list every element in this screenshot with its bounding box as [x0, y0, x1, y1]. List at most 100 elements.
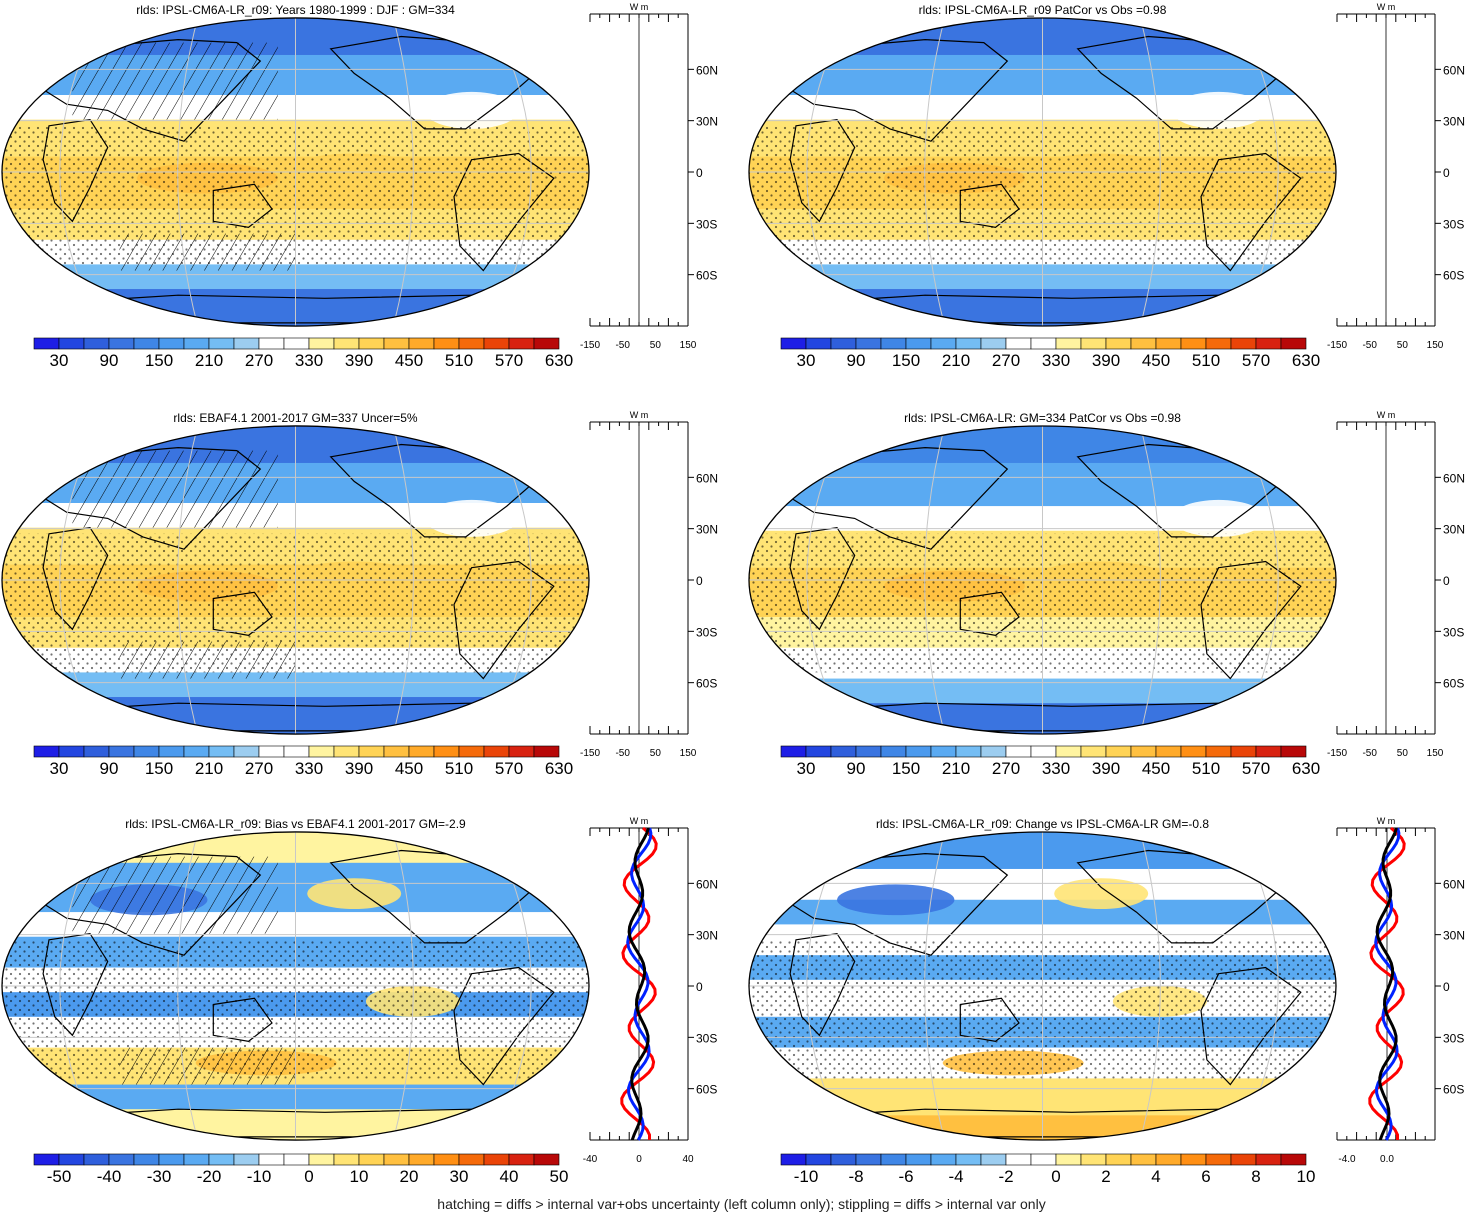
profile-lat-label: 30N — [1443, 929, 1465, 943]
graticule-lon — [177, 831, 199, 1141]
colorbar-label: -10 — [247, 1167, 272, 1186]
colorbar-swatch — [183, 1153, 210, 1166]
colorbar-swatch — [58, 1153, 85, 1166]
profile-lat-label: 30S — [696, 1031, 717, 1045]
footer-note: hatching = diffs > internal var+obs unce… — [437, 1196, 1046, 1212]
zonal-profile: W m -150 -50 50 150 60N 30N 0 30S 60S — [1327, 2, 1465, 351]
zonal-profile: W m -150 -50 50 150 60N 30N 0 30S 60S — [580, 2, 718, 351]
colorbar-swatch — [233, 337, 260, 350]
colorbar-swatch — [83, 1153, 110, 1166]
colorbar-swatch — [955, 1153, 982, 1166]
colorbar-swatch — [880, 337, 907, 350]
colorbar-swatch — [1280, 745, 1307, 758]
map-field — [749, 426, 1336, 734]
colorbar-label: 510 — [445, 759, 473, 778]
profile-lat-label: 30S — [696, 625, 717, 639]
map-outline — [1, 831, 590, 1141]
colorbar-label: 330 — [295, 351, 323, 370]
profile-lat-label: 60N — [696, 877, 718, 891]
colorbar-swatch — [1280, 1153, 1307, 1166]
map-outline — [1, 425, 590, 735]
graticule-lon — [392, 17, 414, 327]
profile-unit: W m — [630, 410, 649, 420]
graticule-lon — [177, 425, 199, 735]
colorbar-label: 630 — [545, 351, 573, 370]
profile-lat-label: 60N — [696, 471, 718, 485]
panel-5: rlds: IPSL-CM6A-LR_r09: Bias vs EBAF4.1 … — [1, 816, 718, 1186]
colorbar-swatch — [780, 745, 807, 758]
profile-line-blue — [626, 827, 653, 1141]
coastlines — [778, 35, 1313, 324]
colorbar-label: 270 — [245, 759, 273, 778]
profile-lat-label: 30S — [1443, 625, 1464, 639]
colorbar-swatch — [1005, 337, 1032, 350]
colorbar-swatch — [383, 1153, 410, 1166]
panel-title: rlds: IPSL-CM6A-LR_r09: Bias vs EBAF4.1 … — [125, 817, 466, 831]
colorbar-label: 0 — [1051, 1167, 1060, 1186]
colorbar-swatch — [108, 1153, 135, 1166]
profile-lat-label: 0 — [696, 574, 703, 588]
map-anomaly — [837, 884, 955, 916]
profile-line-blue — [1374, 827, 1401, 1141]
colorbar-swatch — [133, 745, 160, 758]
colorbar-label: 90 — [847, 759, 866, 778]
colorbar-label: 570 — [495, 759, 523, 778]
colorbar-label: 570 — [1242, 351, 1270, 370]
colorbar-swatch — [855, 745, 882, 758]
profile-lat-label: 0 — [1443, 574, 1450, 588]
colorbar-label: -50 — [47, 1167, 72, 1186]
colorbar-label: 330 — [1042, 759, 1070, 778]
colorbar-swatch — [458, 745, 485, 758]
colorbar-label: 630 — [1292, 759, 1320, 778]
colorbar-swatch — [1030, 337, 1057, 350]
hatching — [119, 233, 296, 271]
colorbar-swatch — [258, 337, 285, 350]
colorbar-label: 510 — [1192, 759, 1220, 778]
colorbar-label: 150 — [145, 351, 173, 370]
colorbar-swatch — [1080, 745, 1107, 758]
hatching — [119, 641, 296, 679]
profile-tick-label: 50 — [650, 748, 662, 759]
map-field — [2, 425, 589, 735]
colorbar-label: 330 — [1042, 351, 1070, 370]
colorbar-label: 270 — [245, 351, 273, 370]
profile-lat-label: 60N — [1443, 63, 1465, 77]
colorbar-swatch — [383, 337, 410, 350]
coastlines — [31, 443, 566, 732]
colorbar-swatch — [1230, 337, 1257, 350]
colorbar-label: 8 — [1251, 1167, 1260, 1186]
profile-lat-label: 60S — [1443, 677, 1464, 691]
colorbar-swatch — [283, 745, 310, 758]
colorbar-swatch — [1205, 745, 1232, 758]
profile-lat-label: 60N — [1443, 471, 1465, 485]
colorbar-swatch — [158, 745, 185, 758]
profile-tick-label: 150 — [1427, 748, 1444, 759]
map-anomaly — [1171, 91, 1266, 129]
map-anomaly — [307, 878, 402, 909]
colorbar-swatch — [955, 337, 982, 350]
graticule-lon — [177, 17, 199, 327]
graticule-lon — [1139, 18, 1161, 327]
colorbar-swatch — [458, 1153, 485, 1166]
map-outline — [1, 17, 590, 327]
colorbar-swatch — [183, 745, 210, 758]
colorbar-label: 450 — [395, 759, 423, 778]
panel-title: rlds: EBAF4.1 2001-2017 GM=337 Uncer=5% — [173, 411, 417, 425]
map-field — [2, 831, 589, 1141]
profile-tick-label: 150 — [1427, 340, 1444, 351]
profile-lat-label: 30N — [696, 523, 718, 537]
colorbar-label: 390 — [1092, 351, 1120, 370]
colorbar: -10 -8 -6 -4 -2 0 2 4 6 8 10 — [780, 1153, 1315, 1186]
colorbar-swatch — [58, 337, 85, 350]
colorbar-swatch — [1205, 337, 1232, 350]
colorbar-label: 510 — [1192, 351, 1220, 370]
colorbar-swatch — [980, 1153, 1007, 1166]
colorbar-label: 50 — [550, 1167, 569, 1186]
colorbar-swatch — [283, 1153, 310, 1166]
profile-lat-label: 60S — [1443, 269, 1464, 283]
colorbar-label: -2 — [998, 1167, 1013, 1186]
colorbar-swatch — [930, 337, 957, 350]
colorbar-swatch — [158, 1153, 185, 1166]
profile-lat-label: 60S — [696, 269, 717, 283]
colorbar-swatch — [483, 745, 510, 758]
